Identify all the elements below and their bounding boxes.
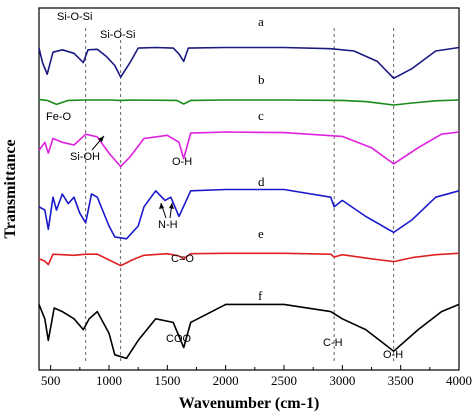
- annotation-n-h: N-H: [158, 219, 178, 231]
- series-lines: [38, 46, 460, 360]
- series-line-a: [38, 46, 460, 80]
- x-tick-label-3000: 3000: [329, 373, 355, 388]
- annotation-o-h-c: O-H: [172, 156, 192, 168]
- y-axis-label: Transmittance: [2, 139, 19, 238]
- annotation-si-oh: Si-OH: [70, 151, 100, 163]
- x-tick-label-2500: 2500: [271, 373, 297, 388]
- annotation-si-o-si-1: Si-O-Si: [57, 11, 92, 23]
- annotation-c-o: C=O: [171, 253, 194, 265]
- annotation-c-h: C-H: [323, 337, 343, 349]
- series-label-c: c: [258, 108, 264, 123]
- series-label-d: d: [258, 174, 265, 189]
- x-tick-label-3500: 3500: [388, 373, 414, 388]
- series-line-b: [38, 98, 460, 106]
- series-label-e: e: [258, 226, 264, 241]
- series-line-f: [38, 303, 460, 360]
- series-line-d: [38, 188, 460, 240]
- x-tick-label-1500: 1500: [154, 373, 180, 388]
- x-axis-label: Wavenumber (cm-1): [179, 395, 320, 412]
- annotation-fe-o: Fe-O: [46, 111, 72, 123]
- arrowhead-n-h-1: [159, 203, 164, 209]
- x-tick-label-500: 500: [41, 373, 61, 388]
- series-label-a: a: [258, 14, 264, 29]
- annotation-si-o-si-2: Si-O-Si: [100, 29, 135, 41]
- series-line-c: [38, 131, 460, 168]
- series-label-b: b: [258, 72, 265, 87]
- annotation-coo: COO: [166, 333, 192, 345]
- reference-lines: [85, 28, 395, 362]
- annotation-o-h-f: O-H: [383, 349, 403, 361]
- arrowhead-n-h-2: [169, 203, 174, 209]
- x-tick-label-4000: 4000: [446, 373, 472, 388]
- arrowhead-si-oh: [98, 136, 104, 142]
- x-tick-label-1000: 1000: [96, 373, 122, 388]
- x-axis-ticks: 500 1000 1500 2000 2500 3000 3500 4000: [41, 365, 472, 388]
- series-label-f: f: [258, 288, 263, 303]
- plot-frame: [38, 7, 460, 371]
- series-line-e: [38, 252, 460, 267]
- x-tick-label-2000: 2000: [213, 373, 239, 388]
